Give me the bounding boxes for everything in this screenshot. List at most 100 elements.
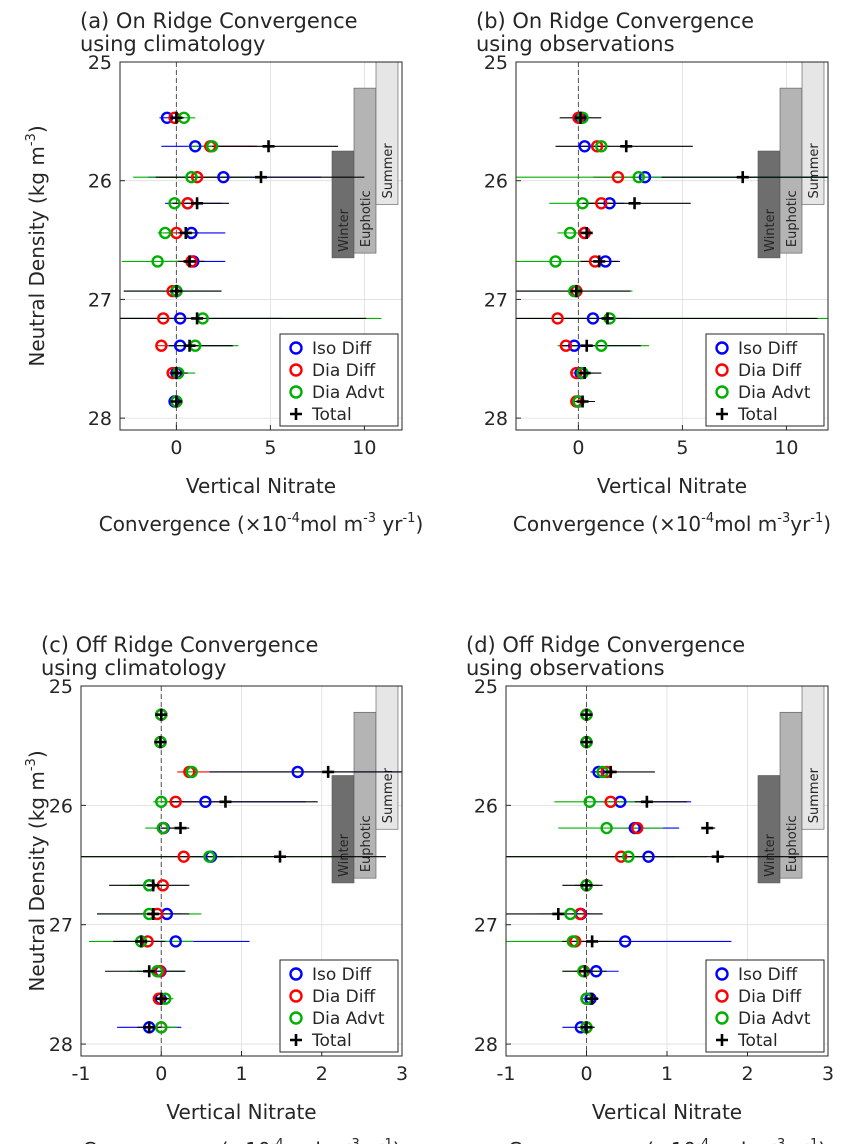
data-point-dia_diff (559, 339, 573, 352)
x-tick-label: 2 (316, 1063, 328, 1085)
text-span: Convergence ( (99, 512, 245, 536)
x-axis-label: Vertical Nitrate (592, 1100, 742, 1124)
text-span: -3 (347, 1137, 360, 1144)
x-tick-label: 2 (741, 1063, 753, 1085)
season-label-summer: Summer (381, 143, 396, 199)
data-point-total (170, 111, 183, 124)
panel-d: Winter Euphotic Summer -1 0 1 2 3 25 26 27 28 (d) Of… (466, 633, 834, 1144)
season-label-euphotic: Euphotic (359, 190, 374, 247)
legend-label: Dia Advt (312, 1009, 385, 1029)
text-span: ) (818, 1138, 826, 1144)
legend-label: Dia Diff (312, 987, 376, 1007)
x-tick-label: 5 (676, 437, 688, 459)
legend-label: Total (311, 405, 352, 425)
data-point-total (580, 879, 593, 892)
text-span: -1 (402, 511, 415, 526)
data-point-total (191, 312, 204, 325)
text-span: -4 (696, 1137, 709, 1144)
data-point-total (191, 197, 204, 210)
data-point-total (586, 992, 599, 1005)
y-tick-label: 27 (88, 289, 112, 311)
panel-title: (b) On Ridge Convergence (476, 9, 754, 33)
data-point-total (711, 850, 724, 863)
legend-marker-dia_diff (289, 363, 303, 377)
data-point-dia_advt (622, 850, 635, 863)
data-point-total (147, 879, 160, 892)
data-point-total (580, 708, 593, 721)
text-span: -4 (287, 511, 300, 526)
x-tick-label: 10 (352, 437, 376, 459)
data-point-total (701, 822, 714, 835)
data-point-dia_advt (156, 821, 170, 835)
data-point-iso (188, 140, 202, 153)
data-point-dia_advt (566, 935, 580, 948)
data-point-dia_diff (631, 821, 644, 835)
x-tick-label: 10 (774, 437, 798, 459)
legend-label: Iso Diff (738, 339, 798, 359)
text-span: ) (25, 750, 49, 758)
data-point-total (255, 171, 267, 184)
y-tick-label: 28 (88, 408, 112, 430)
legend-box (279, 333, 399, 427)
data-point-dia_advt (564, 907, 577, 921)
legend-label: Dia Diff (738, 361, 802, 381)
data-point-total (628, 197, 641, 210)
text-span: mol m (714, 512, 777, 536)
data-point-dia_advt (203, 850, 216, 863)
data-point-total (570, 285, 583, 298)
data-point-dia_advt (549, 255, 562, 268)
text-span: ) (393, 1138, 401, 1144)
data-point-iso (568, 339, 581, 352)
x-axis-label: Vertical Nitrate (186, 474, 336, 498)
data-point-dia_diff (177, 850, 190, 863)
x-tick-label: 3 (822, 1063, 834, 1085)
legend-marker-dia_advt (289, 385, 303, 399)
legend-box (705, 959, 825, 1053)
legend-box (705, 333, 825, 427)
text-span: -1 (805, 1137, 818, 1144)
panel-subtitle: using observations (466, 656, 665, 680)
data-point-dia_advt (151, 255, 164, 268)
legend-label: Total (737, 405, 778, 425)
data-point-total (580, 736, 593, 749)
x-tick-label: 0 (572, 437, 584, 459)
x-axis-label: Vertical Nitrate (597, 474, 747, 498)
text-span: ×10 (654, 1138, 696, 1144)
data-point-dia_advt (158, 226, 172, 240)
data-point-dia_diff (157, 312, 170, 325)
legend-marker-dia_advt (289, 1011, 303, 1025)
legend-marker-iso (289, 341, 303, 355)
panel-title: (d) Off Ridge Convergence (466, 633, 745, 657)
data-point-total (155, 708, 168, 721)
x-axis-label-units: Convergence (×10-4mol m-3yr-1) (513, 511, 831, 536)
season-label-euphotic: Euphotic (359, 815, 374, 872)
panel-subtitle: using climatology (80, 32, 265, 56)
data-point-dia_advt (595, 140, 608, 153)
data-point-dia_advt (632, 170, 645, 184)
data-point-iso (217, 170, 230, 184)
y-tick-label: 27 (484, 289, 508, 311)
y-tick-label: 28 (49, 1034, 73, 1056)
y-tick-label: 26 (88, 171, 112, 193)
data-point-total (604, 765, 617, 778)
data-point-dia_advt (600, 821, 613, 835)
y-tick-label: 26 (49, 795, 73, 817)
data-point-iso (199, 795, 212, 808)
text-span: ×10 (245, 512, 287, 536)
season-label-winter: Winter (763, 833, 778, 877)
data-point-iso (638, 170, 652, 184)
text-span: -3 (777, 511, 790, 526)
legend-box (279, 959, 399, 1053)
legend-marker-dia_diff (715, 363, 729, 377)
legend-label: Dia Diff (738, 987, 802, 1007)
x-tick-label: 0 (170, 437, 182, 459)
text-span: yr (376, 512, 403, 536)
x-axis-label-units: Convergence (×10-4mol m-3 yr-1) (99, 511, 424, 536)
season-label-winter: Winter (337, 208, 352, 252)
legend-label: Dia Advt (312, 383, 385, 403)
x-tick-label: 0 (580, 1063, 592, 1085)
text-span: ×10 (228, 1138, 270, 1144)
